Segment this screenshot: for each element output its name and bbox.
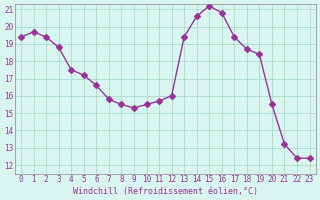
X-axis label: Windchill (Refroidissement éolien,°C): Windchill (Refroidissement éolien,°C) xyxy=(73,187,258,196)
